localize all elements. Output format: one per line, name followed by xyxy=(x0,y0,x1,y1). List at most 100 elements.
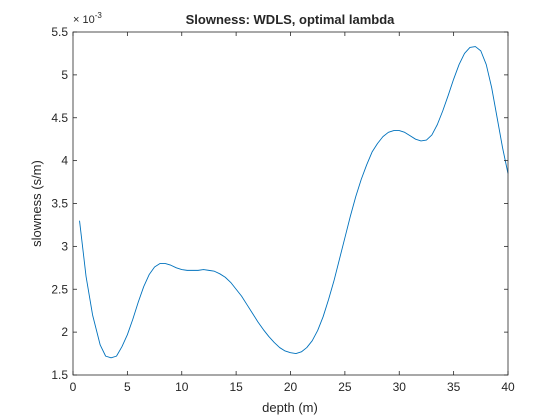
data-point xyxy=(241,296,242,297)
x-tick-label: 10 xyxy=(175,380,189,394)
data-point xyxy=(111,357,112,358)
data-point xyxy=(160,263,161,264)
data-point xyxy=(247,304,248,305)
data-point xyxy=(306,347,307,348)
data-point xyxy=(475,46,476,47)
data-point xyxy=(393,130,394,131)
data-point xyxy=(209,270,210,271)
data-point xyxy=(263,329,264,330)
data-point xyxy=(181,269,182,270)
data-point xyxy=(410,135,411,136)
y-exponent-base: × 10 xyxy=(73,14,95,26)
data-point xyxy=(79,220,80,221)
y-exponent-power: -3 xyxy=(95,11,103,20)
y-tick-label: 4.5 xyxy=(51,111,68,125)
data-point xyxy=(317,330,318,331)
x-tick-label: 40 xyxy=(501,380,515,394)
data-point xyxy=(165,263,166,264)
data-point xyxy=(448,95,449,96)
data-point xyxy=(426,140,427,141)
data-point xyxy=(421,141,422,142)
data-point xyxy=(328,299,329,300)
data-point xyxy=(301,351,302,352)
data-point xyxy=(491,87,492,88)
data-point xyxy=(470,47,471,48)
data-point xyxy=(437,124,438,125)
data-point xyxy=(219,273,220,274)
data-point xyxy=(132,319,133,320)
y-tick-label: 1.5 xyxy=(51,368,68,382)
x-tick-label: 20 xyxy=(284,380,298,394)
y-tick-label: 2 xyxy=(61,325,68,339)
y-tick-label: 3.5 xyxy=(51,197,68,211)
y-tick-label: 2.5 xyxy=(51,282,68,296)
data-point xyxy=(350,216,351,217)
data-point xyxy=(361,179,362,180)
data-point xyxy=(486,64,487,65)
x-tick-label: 15 xyxy=(229,380,243,394)
series-layer xyxy=(79,46,509,359)
data-point xyxy=(344,237,345,238)
data-point xyxy=(268,336,269,337)
series-line xyxy=(79,46,509,359)
plot-area xyxy=(73,32,508,375)
data-point xyxy=(312,340,313,341)
data-point xyxy=(192,270,193,271)
x-tick-label: 0 xyxy=(70,380,77,394)
data-point xyxy=(257,321,258,322)
data-point xyxy=(377,143,378,144)
data-point xyxy=(127,334,128,335)
data-point xyxy=(415,139,416,140)
data-point xyxy=(214,271,215,272)
data-point xyxy=(339,259,340,260)
data-point xyxy=(355,196,356,197)
x-tick-label: 35 xyxy=(447,380,461,394)
data-point xyxy=(236,289,237,290)
data-point xyxy=(502,147,503,148)
data-point xyxy=(431,135,432,136)
data-point xyxy=(100,345,101,346)
data-point xyxy=(230,282,231,283)
data-point xyxy=(122,346,123,347)
y-tick-label: 5.5 xyxy=(51,25,68,39)
data-point xyxy=(366,165,367,166)
y-tick-label: 5 xyxy=(61,68,68,82)
data-point xyxy=(252,313,253,314)
data-point xyxy=(453,79,454,80)
data-point xyxy=(225,277,226,278)
y-axis: 1.5 2 2.5 3 3.5 4 4.5 5 5.5 xyxy=(51,25,508,382)
data-point xyxy=(170,265,171,266)
x-tick-label: 30 xyxy=(393,380,407,394)
data-point xyxy=(176,267,177,268)
data-point xyxy=(86,276,87,277)
data-point xyxy=(323,316,324,317)
data-point xyxy=(187,270,188,271)
data-point xyxy=(116,356,117,357)
y-axis-label: slowness (s/m) xyxy=(29,160,44,247)
data-point xyxy=(480,50,481,51)
data-point xyxy=(143,286,144,287)
chart-title: Slowness: WDLS, optimal lambda xyxy=(186,12,396,27)
data-point xyxy=(372,152,373,153)
data-point xyxy=(459,64,460,65)
data-point xyxy=(388,132,389,133)
data-point xyxy=(279,347,280,348)
data-point xyxy=(334,280,335,281)
data-point xyxy=(442,110,443,111)
x-axis: 0 5 10 15 20 25 30 35 40 xyxy=(70,32,515,394)
data-point xyxy=(154,267,155,268)
data-point xyxy=(404,132,405,133)
data-point xyxy=(203,269,204,270)
data-point xyxy=(383,136,384,137)
x-tick-label: 25 xyxy=(338,380,352,394)
y-tick-label: 3 xyxy=(61,239,68,253)
data-point xyxy=(290,352,291,353)
data-point xyxy=(149,274,150,275)
data-point xyxy=(274,342,275,343)
data-point xyxy=(92,315,93,316)
x-tick-label: 5 xyxy=(124,380,131,394)
data-point xyxy=(399,130,400,131)
data-point xyxy=(105,356,106,357)
data-point xyxy=(138,302,139,303)
